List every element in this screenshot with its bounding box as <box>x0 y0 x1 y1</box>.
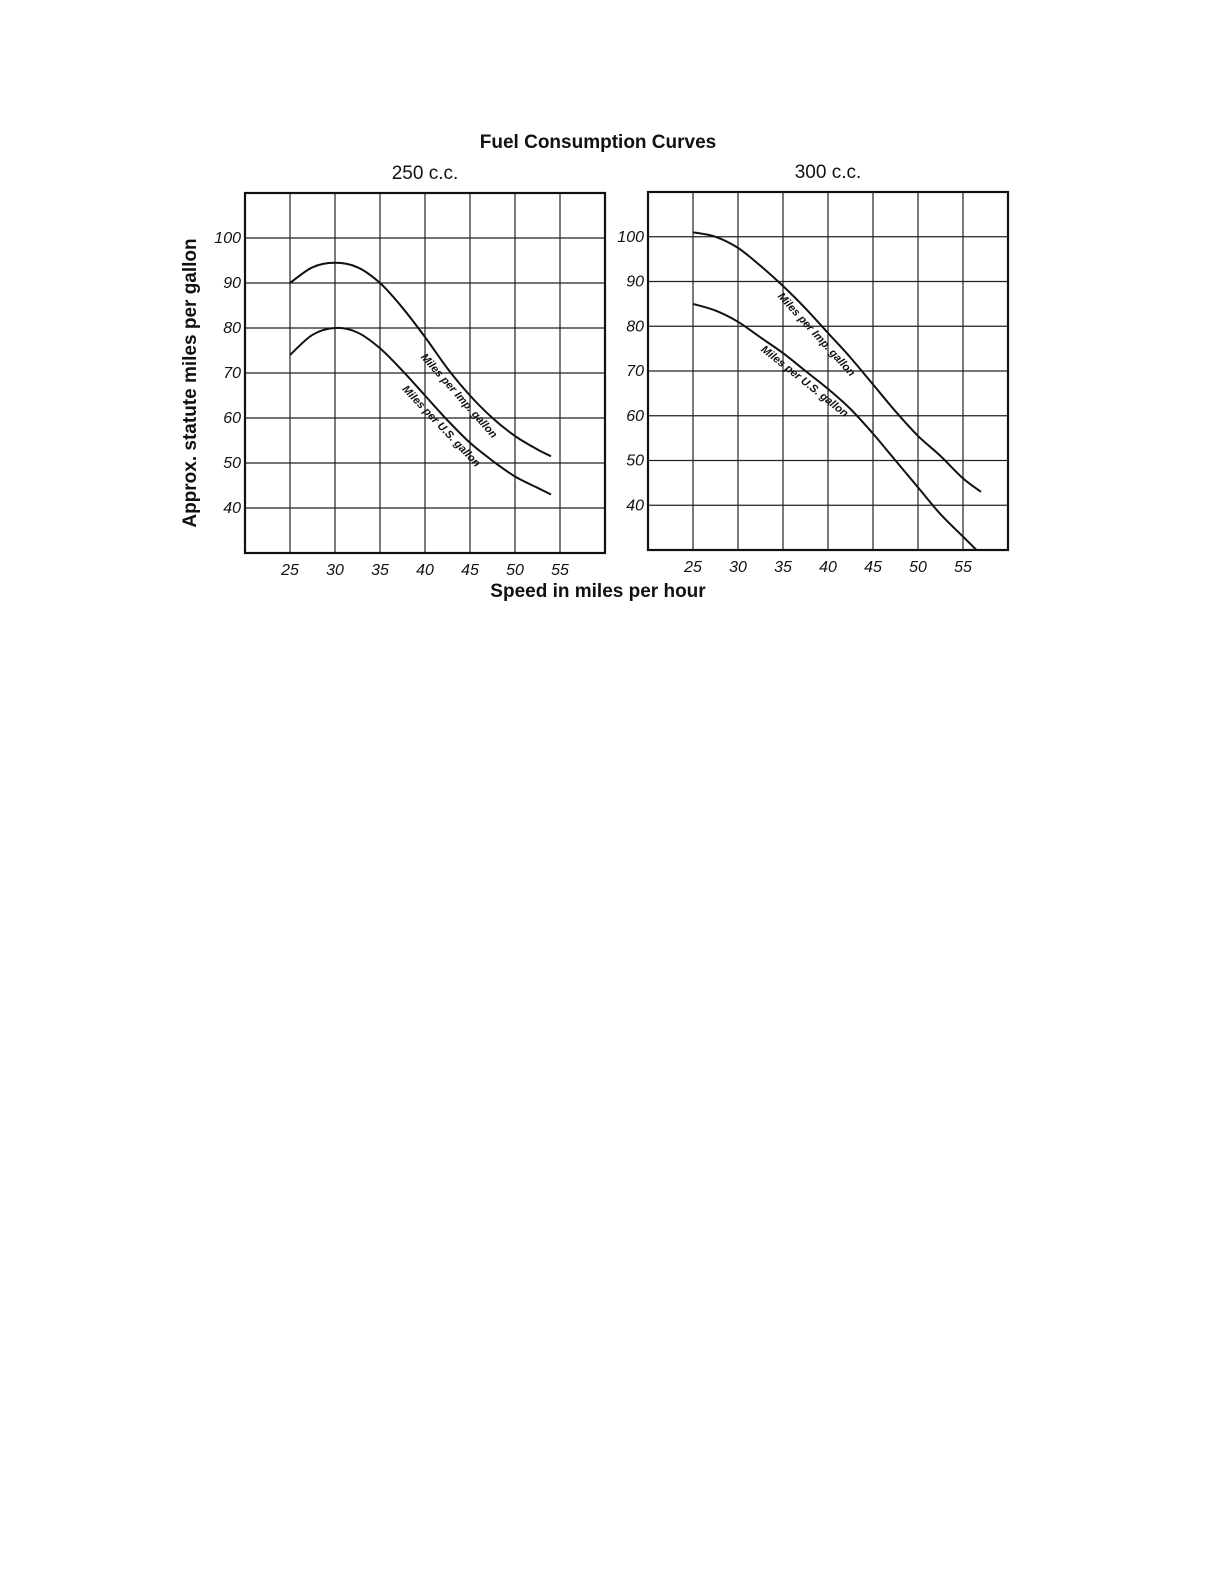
y-tick-label: 40 <box>626 497 644 514</box>
y-tick-label: 70 <box>626 363 644 380</box>
panel-title: 300 c.c. <box>795 162 862 183</box>
y-tick-label: 70 <box>223 365 241 382</box>
y-tick-label: 90 <box>626 274 644 291</box>
y-tick-label: 50 <box>223 455 241 472</box>
y-tick-label: 80 <box>223 320 241 337</box>
x-tick-label: 50 <box>506 562 524 579</box>
series-line <box>289 326 552 496</box>
y-tick-label: 90 <box>223 275 241 292</box>
x-tick-label: 55 <box>551 562 569 579</box>
y-tick-label: 100 <box>214 230 241 247</box>
series-line <box>289 261 552 458</box>
chart-panel-250cc: 250 c.c. 25 30 35 40 45 50 55 40 50 60 70 80 90 100 Mil… <box>214 163 607 579</box>
chart-panel-300cc: 300 c.c.25 30 35 40 45 50 55405060708090100Mil… <box>617 162 1010 576</box>
x-tick-label: 55 <box>954 559 972 576</box>
y-axis-label: Approx. statute miles per gallon <box>180 238 201 527</box>
x-tick-label: 30 <box>729 559 747 576</box>
y-tick-label: 50 <box>626 453 644 470</box>
y-tick-label: 60 <box>223 410 241 427</box>
x-tick-label: 30 <box>326 562 344 579</box>
panel-title: 250 c.c. <box>392 163 459 184</box>
x-tick-label: 40 <box>416 562 434 579</box>
series-line <box>692 231 982 493</box>
series-label: Miles per Imp. gallon <box>418 351 499 441</box>
x-tick-label: 35 <box>371 562 389 579</box>
x-axis-label: Speed in miles per hour <box>490 581 706 602</box>
figure-title: Fuel Consumption Curves <box>480 132 716 153</box>
plot-frame <box>243 191 607 555</box>
x-tick-label: 50 <box>909 559 927 576</box>
y-tick-label: 40 <box>223 500 241 517</box>
plot-frame <box>646 190 1010 552</box>
x-tick-label: 40 <box>819 559 837 576</box>
x-tick-label: 25 <box>280 562 299 579</box>
x-tick-label: 35 <box>774 559 792 576</box>
series-line <box>692 302 978 551</box>
x-tick-label: 45 <box>864 559 882 576</box>
x-tick-label: 25 <box>683 559 702 576</box>
y-tick-label: 100 <box>617 229 644 246</box>
y-tick-label: 80 <box>626 318 644 335</box>
x-tick-label: 45 <box>461 562 479 579</box>
y-tick-label: 60 <box>626 408 644 425</box>
